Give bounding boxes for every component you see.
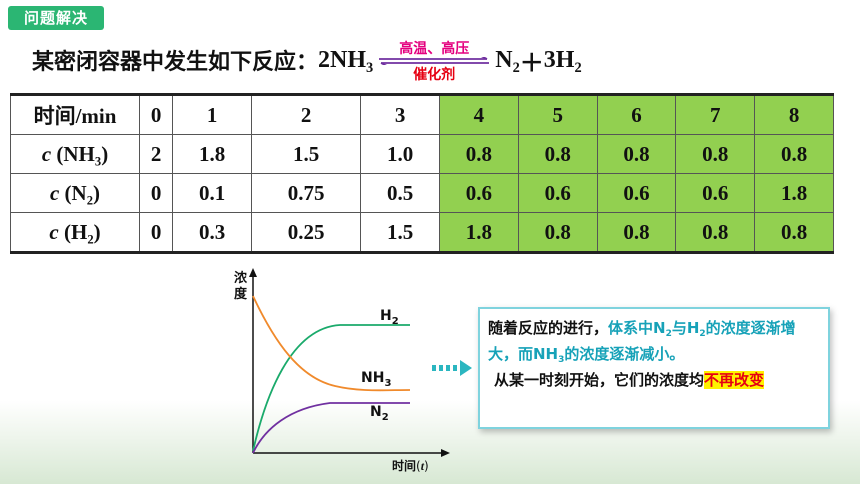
- value-cell: 0.8: [596, 134, 677, 174]
- curve-h2: [252, 324, 410, 452]
- time-cell: 2: [251, 93, 362, 135]
- product-n2: N2: [495, 46, 520, 76]
- y-axis-label-1: 浓: [234, 270, 248, 286]
- x-axis-arrow-icon: [441, 449, 450, 457]
- time-cell: 4: [439, 93, 519, 135]
- time-cell: 7: [675, 93, 756, 135]
- condition-bottom-text: 催化剂: [413, 67, 456, 83]
- value-cell: 1.8: [754, 173, 834, 213]
- value-cell: 1.8: [172, 134, 253, 174]
- y-axis-arrow-icon: [249, 268, 257, 277]
- value-cell: 0: [138, 173, 174, 213]
- value-cell: 0.8: [675, 212, 756, 254]
- x-axis-label: 时间(t): [392, 458, 429, 473]
- value-cell: 1.5: [360, 212, 440, 254]
- explanation-paragraph-1: 随着反应的进行，体系中N2与H2的浓度逐渐增大，而NH3的浓度逐渐减小。: [488, 319, 796, 366]
- value-cell: 0.3: [172, 212, 253, 254]
- time-cell: 6: [596, 93, 677, 135]
- value-cell: 0.8: [439, 134, 519, 174]
- reaction-equation: 某密闭容器中发生如下反应： 2NH3 高温、高压 催化剂 N2 ＋ 3H2: [32, 38, 582, 83]
- value-cell: 0.8: [754, 134, 834, 174]
- value-cell: 0.25: [251, 212, 362, 254]
- time-header-cell: 时间/min: [10, 93, 140, 135]
- curve-nh3: [252, 295, 411, 392]
- curve-label-h2: H2: [380, 308, 399, 327]
- time-cell: 1: [172, 93, 253, 135]
- y-axis-label-2: 度: [234, 286, 248, 302]
- table-header-row: 时间/min 0 1 2 3 4 5 6 7 8: [10, 93, 834, 135]
- product-h2: 3H2: [543, 46, 582, 76]
- value-cell: 0: [138, 212, 174, 254]
- value-cell: 0.6: [596, 173, 677, 213]
- time-cell: 0: [138, 93, 174, 135]
- condition-top-text: 高温、高压: [399, 41, 470, 57]
- time-cell: 8: [754, 93, 834, 135]
- curve-n2: [252, 402, 410, 454]
- concentration-table: 时间/min 0 1 2 3 4 5 6 7 8 c (NH3) 2 1.8 1.5 1.0 0.8 0.8 0.…: [10, 93, 834, 254]
- species-label-cell: c (H2): [10, 212, 140, 254]
- value-cell: 2: [138, 134, 174, 174]
- concentration-graph: 浓 度 H2 NH3 N2 时间(t): [234, 268, 450, 473]
- explanation-paragraph-2: 从某一时刻开始，它们的浓度均不再改变: [494, 371, 765, 389]
- table-row: c (H2) 0 0.3 0.25 1.5 1.8 0.8 0.8 0.8 0.8: [10, 212, 834, 254]
- value-cell: 1.0: [360, 134, 440, 174]
- curve-label-nh3: NH3: [361, 370, 391, 389]
- table-row: c (NH3) 2 1.8 1.5 1.0 0.8 0.8 0.8 0.8 0.8: [10, 134, 834, 174]
- reaction-lead-text: 某密闭容器中发生如下反应：: [32, 50, 319, 75]
- value-cell: 0.6: [439, 173, 519, 213]
- time-cell: 3: [360, 93, 440, 135]
- value-cell: 0.8: [517, 134, 598, 174]
- reactant-nh3: 2NH3: [318, 46, 374, 76]
- dotted-arrow-icon: [432, 360, 472, 376]
- species-label-cell: c (N2): [10, 173, 140, 213]
- value-cell: 0.6: [675, 173, 756, 213]
- value-cell: 1.5: [251, 134, 362, 174]
- value-cell: 0.8: [754, 212, 834, 254]
- reaction-condition: 高温、高压 催化剂: [375, 38, 493, 83]
- table-row: c (N2) 0 0.1 0.75 0.5 0.6 0.6 0.6 0.6 1.8: [10, 173, 834, 213]
- plus-sign: ＋: [519, 50, 544, 77]
- value-cell: 0.75: [251, 173, 362, 213]
- value-cell: 0.6: [517, 173, 598, 213]
- value-cell: 0.8: [596, 212, 677, 254]
- curve-label-n2: N2: [370, 404, 389, 423]
- value-cell: 1.8: [439, 212, 519, 254]
- time-cell: 5: [517, 93, 598, 135]
- value-cell: 0.5: [360, 173, 440, 213]
- section-tag: 问题解决: [8, 6, 104, 30]
- species-label-cell: c (NH3): [10, 134, 140, 174]
- value-cell: 0.8: [675, 134, 756, 174]
- explanation-box: 随着反应的进行，体系中N2与H2的浓度逐渐增大，而NH3的浓度逐渐减小。 从某一…: [478, 307, 830, 429]
- reversible-arrow-icon: [379, 57, 490, 65]
- value-cell: 0.1: [172, 173, 253, 213]
- value-cell: 0.8: [517, 212, 598, 254]
